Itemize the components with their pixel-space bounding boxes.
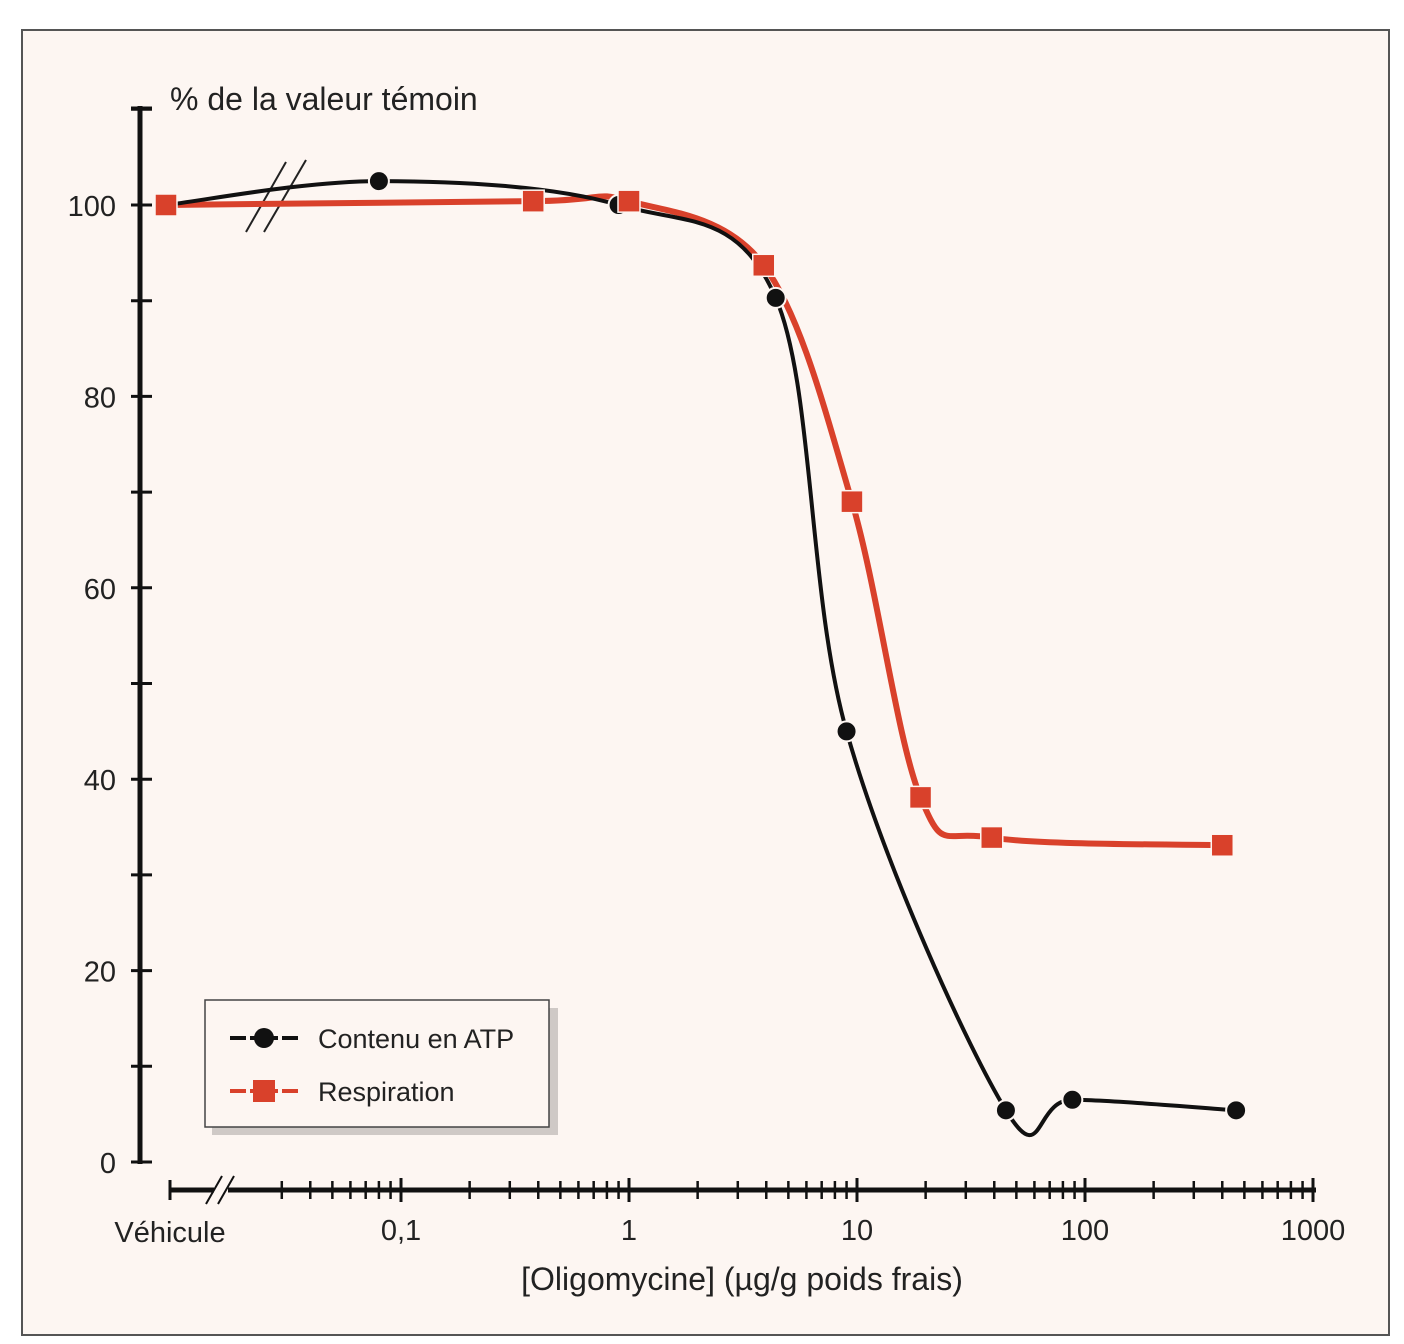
atp-point bbox=[1061, 1088, 1084, 1111]
legend-marker-circle bbox=[254, 1028, 274, 1048]
y-tick-label: 40 bbox=[84, 765, 116, 797]
x-tick-label: 100 bbox=[1061, 1215, 1109, 1247]
atp-point bbox=[835, 720, 858, 743]
data-break-mark bbox=[245, 161, 287, 233]
y-tick-label: 80 bbox=[84, 382, 116, 414]
x-tick-label: 0,1 bbox=[381, 1215, 421, 1247]
atp-point bbox=[994, 1099, 1017, 1122]
respiration-point bbox=[1210, 833, 1235, 857]
respiration-point bbox=[521, 189, 545, 213]
legend-marker-square bbox=[253, 1080, 275, 1102]
legend-label: Contenu en ATP bbox=[318, 1024, 514, 1054]
atp-point bbox=[1225, 1099, 1248, 1122]
y-tick-label: 0 bbox=[100, 1148, 116, 1180]
data-break-mark bbox=[263, 159, 307, 233]
legend-label: Respiration bbox=[318, 1077, 455, 1107]
atp-point bbox=[764, 286, 787, 309]
respiration-point bbox=[840, 489, 864, 514]
series-line-atp bbox=[165, 179, 1237, 1138]
x-tick-label: 10 bbox=[841, 1215, 873, 1247]
y-tick-label: 60 bbox=[84, 574, 116, 606]
y-tick-label: 20 bbox=[84, 957, 116, 989]
legend-box bbox=[204, 999, 550, 1128]
x-axis-break-mark bbox=[205, 1175, 223, 1205]
atp-point bbox=[367, 170, 390, 193]
x-tick-label: 1000 bbox=[1281, 1215, 1346, 1247]
y-tick-label: 100 bbox=[68, 191, 116, 223]
respiration-point bbox=[980, 825, 1004, 850]
respiration-point bbox=[908, 785, 933, 810]
marks bbox=[154, 170, 1248, 1122]
x-axis-break-mark bbox=[217, 1175, 235, 1205]
y-axis-label: % de la valeur témoin bbox=[170, 81, 478, 117]
x-break-label: Véhicule bbox=[114, 1217, 225, 1249]
x-tick-label: 1 bbox=[621, 1215, 637, 1247]
respiration-point bbox=[617, 189, 641, 213]
axes: 0 20 40 60 80 100 0,1 1 10 100 1000 bbox=[68, 106, 1346, 1247]
legend: Contenu en ATP Respiration bbox=[204, 999, 558, 1135]
respiration-point bbox=[154, 193, 178, 217]
respiration-point bbox=[752, 253, 776, 278]
x-axis-label: [Oligomycine] (µg/g poids frais) bbox=[521, 1261, 963, 1297]
